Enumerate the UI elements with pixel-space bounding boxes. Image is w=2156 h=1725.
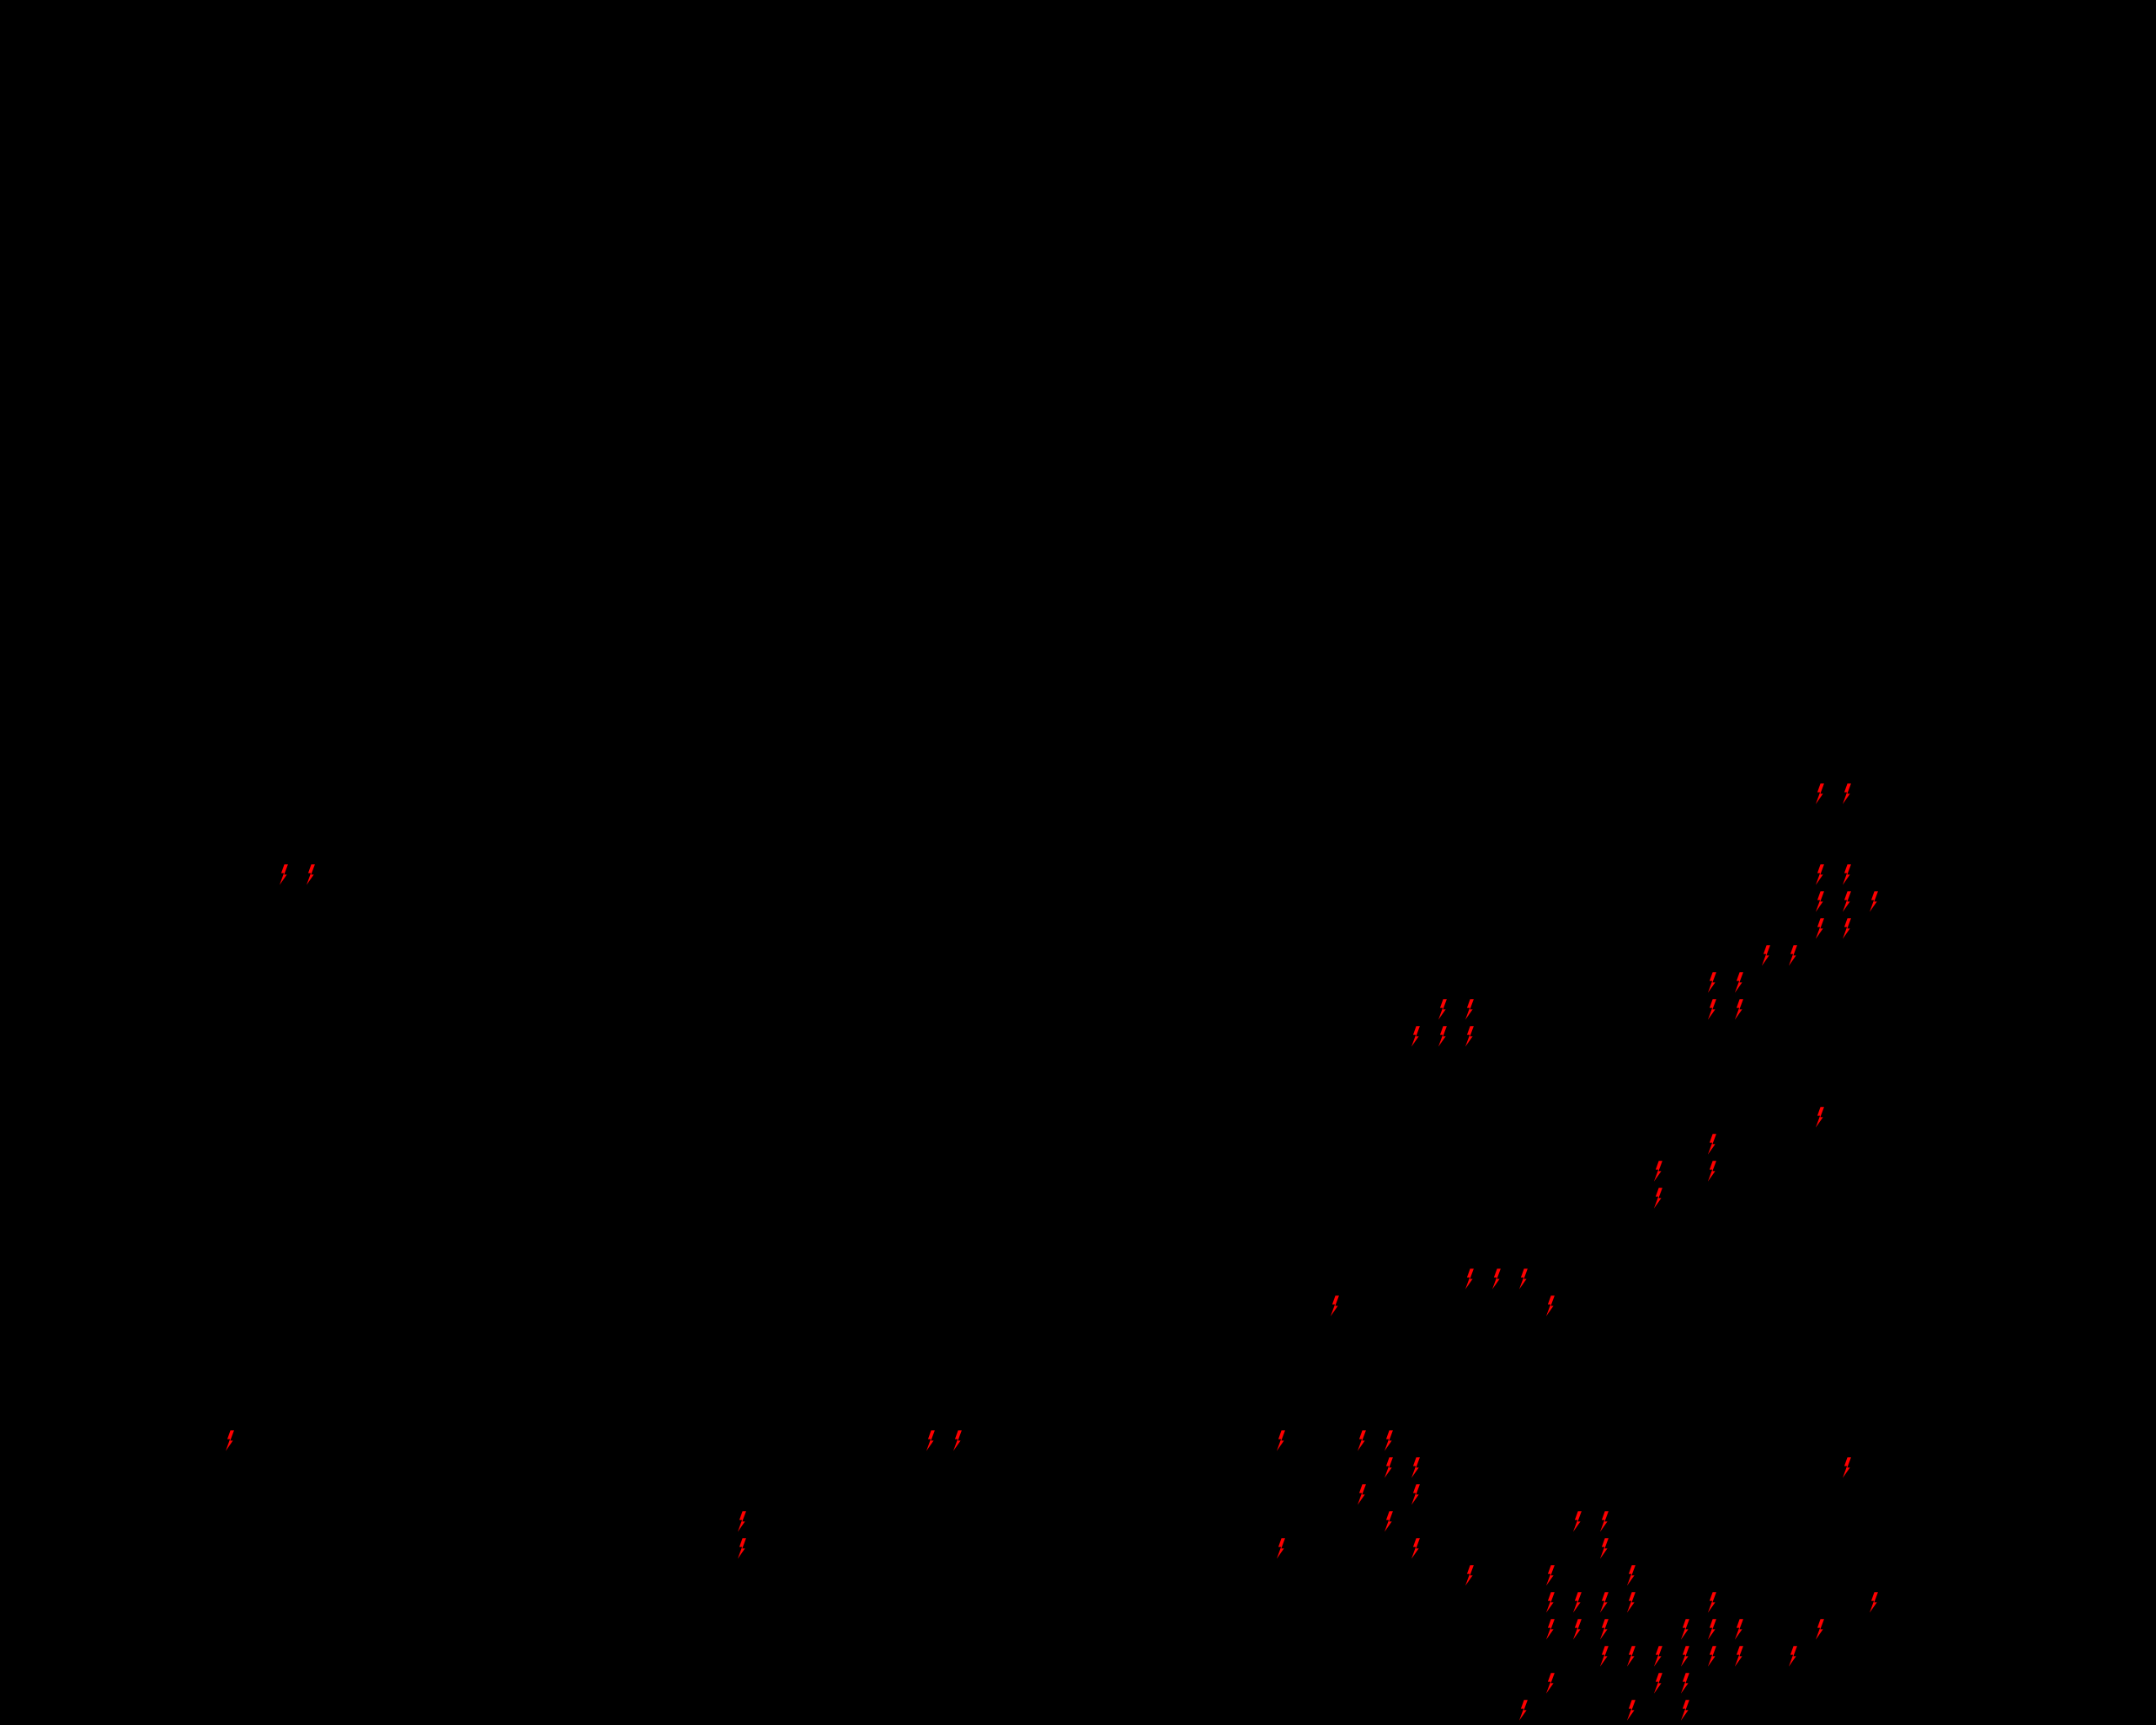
lightning-bolt-icon[interactable] [1788, 945, 1800, 966]
lightning-bolt-icon[interactable] [1626, 1565, 1638, 1586]
lightning-bolt-icon[interactable] [1815, 864, 1827, 885]
lightning-bolt-icon[interactable] [1734, 972, 1746, 993]
lightning-bolt-icon[interactable] [1518, 1700, 1530, 1721]
lightning-bolt-icon[interactable] [1599, 1646, 1611, 1667]
lightning-bolt-icon[interactable] [1384, 1511, 1396, 1532]
lightning-bolt-icon[interactable] [1815, 783, 1827, 804]
lightning-bolt-icon[interactable] [1545, 1565, 1557, 1586]
lightning-bolt-icon[interactable] [1626, 1700, 1638, 1721]
lightning-bolt-icon[interactable] [1761, 945, 1773, 966]
lightning-bolt-icon[interactable] [1572, 1619, 1584, 1640]
lightning-bolt-icon[interactable] [1357, 1430, 1369, 1451]
lightning-bolt-icon[interactable] [1734, 999, 1746, 1020]
lightning-bolt-icon[interactable] [1680, 1673, 1692, 1694]
lightning-bolt-icon[interactable] [1842, 864, 1854, 885]
lightning-bolt-icon[interactable] [1788, 1646, 1800, 1667]
lightning-bolt-icon[interactable] [1842, 891, 1854, 912]
lightning-bolt-icon[interactable] [1869, 1592, 1881, 1613]
lightning-bolt-icon[interactable] [1545, 1592, 1557, 1613]
lightning-bolt-icon[interactable] [1734, 1646, 1746, 1667]
lightning-bolt-icon[interactable] [1438, 1026, 1449, 1047]
lightning-bolt-icon[interactable] [1815, 1107, 1827, 1128]
lightning-bolt-icon[interactable] [953, 1430, 964, 1451]
lightning-bolt-icon[interactable] [1707, 999, 1719, 1020]
lightning-bolt-icon[interactable] [1653, 1161, 1665, 1182]
lightning-bolt-icon[interactable] [1707, 1619, 1719, 1640]
lightning-bolt-icon[interactable] [1411, 1457, 1422, 1478]
lightning-bolt-icon[interactable] [1276, 1430, 1288, 1451]
lightning-bolt-icon[interactable] [1815, 891, 1827, 912]
lightning-bolt-icon[interactable] [1545, 1619, 1557, 1640]
lightning-bolt-icon[interactable] [1599, 1592, 1611, 1613]
lightning-bolt-icon[interactable] [1572, 1592, 1584, 1613]
lightning-bolt-icon[interactable] [1411, 1026, 1422, 1047]
lightning-bolt-icon[interactable] [1680, 1619, 1692, 1640]
lightning-bolt-icon[interactable] [1815, 918, 1827, 939]
lightning-bolt-icon[interactable] [1545, 1295, 1557, 1316]
lightning-bolt-icon[interactable] [1707, 1134, 1719, 1155]
lightning-bolt-icon[interactable] [1599, 1538, 1611, 1559]
lightning-bolt-icon[interactable] [1411, 1484, 1422, 1505]
lightning-bolt-icon[interactable] [225, 1430, 237, 1451]
lightning-bolt-icon[interactable] [1653, 1188, 1665, 1209]
lightning-bolt-icon[interactable] [1599, 1511, 1611, 1532]
lightning-bolt-icon[interactable] [1599, 1619, 1611, 1640]
lightning-bolt-icon[interactable] [1330, 1295, 1342, 1316]
lightning-bolt-icon[interactable] [737, 1538, 749, 1559]
lightning-bolt-icon[interactable] [1707, 1646, 1719, 1667]
lightning-bolt-icon[interactable] [1411, 1538, 1422, 1559]
lightning-bolt-icon[interactable] [1438, 999, 1449, 1020]
lightning-bolt-icon[interactable] [1707, 1161, 1719, 1182]
lightning-bolt-icon[interactable] [1869, 891, 1881, 912]
lightning-bolt-icon[interactable] [1842, 783, 1854, 804]
lightning-bolt-icon[interactable] [1465, 1268, 1476, 1290]
lightning-bolt-icon[interactable] [1518, 1268, 1530, 1290]
lightning-bolt-icon[interactable] [1384, 1430, 1396, 1451]
lightning-bolt-icon[interactable] [1626, 1646, 1638, 1667]
lightning-bolt-icon[interactable] [1492, 1268, 1503, 1290]
lightning-bolt-icon[interactable] [1626, 1592, 1638, 1613]
lightning-bolt-icon[interactable] [737, 1511, 749, 1532]
lightning-bolt-icon[interactable] [1572, 1511, 1584, 1532]
lightning-bolt-icon[interactable] [1815, 1619, 1827, 1640]
lightning-bolt-icon[interactable] [1680, 1700, 1692, 1721]
lightning-bolt-icon[interactable] [1842, 918, 1854, 939]
lightning-bolt-icon[interactable] [1707, 1592, 1719, 1613]
lightning-bolt-icon[interactable] [1707, 972, 1719, 993]
lightning-bolt-icon[interactable] [306, 864, 318, 885]
lightning-bolt-icon[interactable] [1465, 1026, 1476, 1047]
lightning-bolt-icon[interactable] [1276, 1538, 1288, 1559]
lightning-bolt-icon[interactable] [1653, 1673, 1665, 1694]
lightning-bolt-icon[interactable] [1842, 1457, 1854, 1478]
lightning-bolt-icon[interactable] [1465, 999, 1476, 1020]
lightning-bolt-icon[interactable] [1734, 1619, 1746, 1640]
lightning-bolt-icon[interactable] [1653, 1646, 1665, 1667]
lightning-bolt-icon[interactable] [1465, 1565, 1476, 1586]
lightning-bolt-icon[interactable] [1680, 1646, 1692, 1667]
lightning-bolt-icon[interactable] [279, 864, 291, 885]
lightning-bolt-icon[interactable] [1357, 1484, 1369, 1505]
lightning-bolt-icon[interactable] [1545, 1673, 1557, 1694]
lightning-bolt-icon[interactable] [926, 1430, 937, 1451]
lightning-bolt-icon[interactable] [1384, 1457, 1396, 1478]
